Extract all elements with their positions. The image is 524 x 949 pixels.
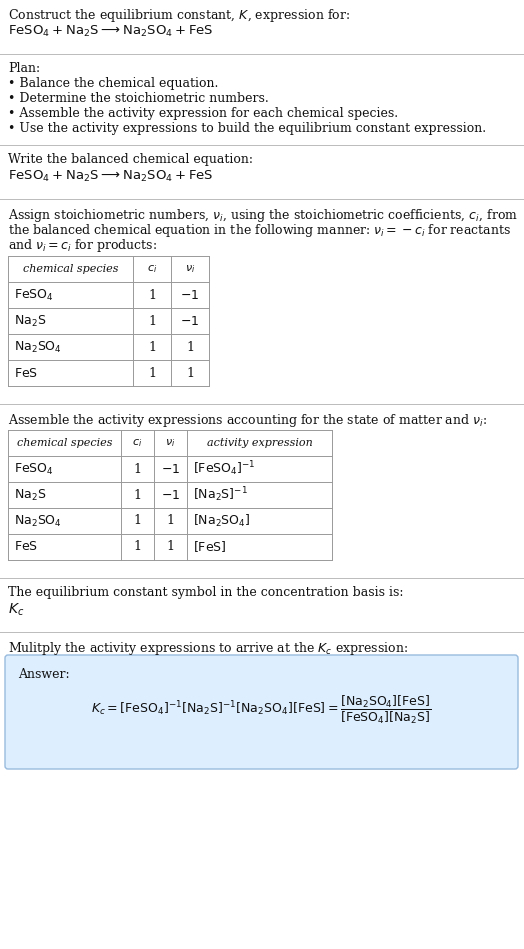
Text: $[\mathrm{FeSO_4}]^{-1}$: $[\mathrm{FeSO_4}]^{-1}$ [193,459,256,478]
Text: $-1$: $-1$ [161,489,180,501]
Text: 1: 1 [134,462,141,475]
Text: • Determine the stoichiometric numbers.: • Determine the stoichiometric numbers. [8,92,269,105]
Text: Assign stoichiometric numbers, $\nu_i$, using the stoichiometric coefficients, $: Assign stoichiometric numbers, $\nu_i$, … [8,207,518,224]
FancyBboxPatch shape [5,655,518,769]
Text: Mulitply the activity expressions to arrive at the $K_c$ expression:: Mulitply the activity expressions to arr… [8,640,408,657]
Text: $c_i$: $c_i$ [133,437,143,449]
Text: 1: 1 [148,288,156,302]
Text: the balanced chemical equation in the following manner: $\nu_i = -c_i$ for react: the balanced chemical equation in the fo… [8,222,511,239]
Text: activity expression: activity expression [206,438,312,448]
Text: $\mathrm{Na_2S}$: $\mathrm{Na_2S}$ [14,488,46,503]
Text: 1: 1 [186,341,194,353]
Text: $\nu_i$: $\nu_i$ [185,263,195,275]
Text: chemical species: chemical species [23,264,118,274]
Text: $\mathrm{Na_2S}$: $\mathrm{Na_2S}$ [14,313,46,328]
Text: Plan:: Plan: [8,62,40,75]
Text: 1: 1 [134,489,141,501]
Text: $-1$: $-1$ [180,314,200,327]
Text: $[\mathrm{FeS}]$: $[\mathrm{FeS}]$ [193,540,226,554]
Text: The equilibrium constant symbol in the concentration basis is:: The equilibrium constant symbol in the c… [8,586,403,599]
Text: $[\mathrm{Na_2S}]^{-1}$: $[\mathrm{Na_2S}]^{-1}$ [193,486,248,504]
Text: $\mathrm{FeSO_4 + Na_2S \longrightarrow Na_2SO_4 + FeS}$: $\mathrm{FeSO_4 + Na_2S \longrightarrow … [8,169,213,184]
Text: $c_i$: $c_i$ [147,263,157,275]
Text: Answer:: Answer: [18,668,70,681]
Text: $\mathrm{Na_2SO_4}$: $\mathrm{Na_2SO_4}$ [14,340,62,355]
Text: $\mathrm{FeS}$: $\mathrm{FeS}$ [14,366,38,380]
Text: 1: 1 [134,514,141,528]
Text: 1: 1 [134,541,141,553]
Text: $-1$: $-1$ [180,288,200,302]
Text: $K_c$: $K_c$ [8,602,24,619]
Text: $\mathrm{FeSO_4}$: $\mathrm{FeSO_4}$ [14,288,54,303]
Text: $\mathrm{FeS}$: $\mathrm{FeS}$ [14,541,38,553]
Text: Construct the equilibrium constant, $K$, expression for:: Construct the equilibrium constant, $K$,… [8,7,350,24]
Text: $\mathrm{Na_2SO_4}$: $\mathrm{Na_2SO_4}$ [14,513,62,529]
Text: $-1$: $-1$ [161,462,180,475]
Text: $K_c = [\mathrm{FeSO_4}]^{-1}[\mathrm{Na_2S}]^{-1}[\mathrm{Na_2SO_4}][\mathrm{Fe: $K_c = [\mathrm{FeSO_4}]^{-1}[\mathrm{Na… [91,694,432,726]
Text: $\nu_i$: $\nu_i$ [166,437,176,449]
Text: Write the balanced chemical equation:: Write the balanced chemical equation: [8,153,253,166]
Text: $\mathrm{FeSO_4}$: $\mathrm{FeSO_4}$ [14,461,54,476]
Text: 1: 1 [148,366,156,380]
Text: $[\mathrm{Na_2SO_4}]$: $[\mathrm{Na_2SO_4}]$ [193,513,250,529]
Text: 1: 1 [186,366,194,380]
Text: and $\nu_i = c_i$ for products:: and $\nu_i = c_i$ for products: [8,237,157,254]
Text: • Use the activity expressions to build the equilibrium constant expression.: • Use the activity expressions to build … [8,122,486,135]
Text: 1: 1 [167,514,174,528]
Text: 1: 1 [167,541,174,553]
Text: $\mathrm{FeSO_4 + Na_2S \longrightarrow Na_2SO_4 + FeS}$: $\mathrm{FeSO_4 + Na_2S \longrightarrow … [8,24,213,39]
Text: 1: 1 [148,314,156,327]
Text: Assemble the activity expressions accounting for the state of matter and $\nu_i$: Assemble the activity expressions accoun… [8,412,487,429]
Text: 1: 1 [148,341,156,353]
Text: • Assemble the activity expression for each chemical species.: • Assemble the activity expression for e… [8,107,398,120]
Text: chemical species: chemical species [17,438,112,448]
Text: • Balance the chemical equation.: • Balance the chemical equation. [8,77,219,90]
